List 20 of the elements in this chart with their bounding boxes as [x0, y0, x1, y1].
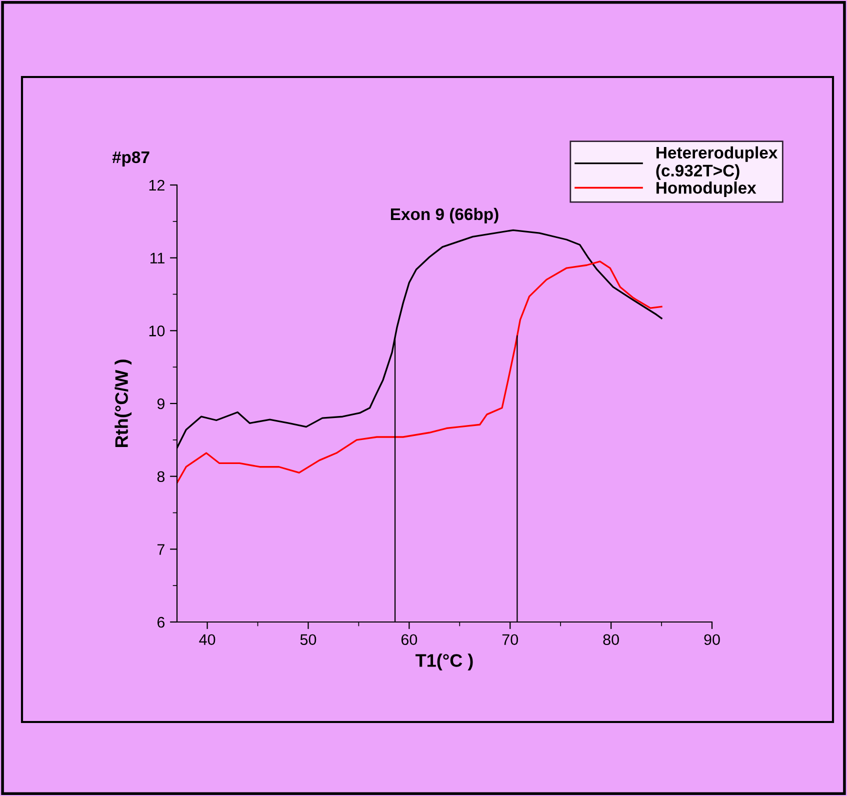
x-tick-label: 90: [704, 634, 720, 646]
y-axis-title: Rth(°C/W ): [114, 360, 132, 448]
y-tick-label: 12: [149, 180, 164, 191]
legend-label: Homoduplex: [656, 181, 756, 198]
legend-label: Hetereroduplex (c.932T>C): [656, 146, 778, 180]
text: Exon 9 (66bp): [390, 208, 498, 224]
y-tick-label: 7: [157, 544, 164, 555]
x-tick-label: 70: [502, 634, 518, 646]
y-tick-label: 11: [150, 252, 164, 264]
x-tick-label: 50: [300, 634, 316, 646]
line-series: [177, 260, 662, 484]
y-tick-label: 6: [157, 616, 165, 628]
x-tick-label: 40: [199, 634, 216, 646]
y-tick-label: 10: [149, 326, 165, 336]
y-tick-label: 9: [157, 398, 164, 410]
x-axis-title: T1(°C ): [416, 654, 473, 670]
text: #p87: [112, 151, 150, 166]
y-tick-label: 8: [157, 471, 165, 482]
x-tick-label: 60: [401, 634, 418, 646]
x-tick-label: 80: [603, 634, 619, 646]
